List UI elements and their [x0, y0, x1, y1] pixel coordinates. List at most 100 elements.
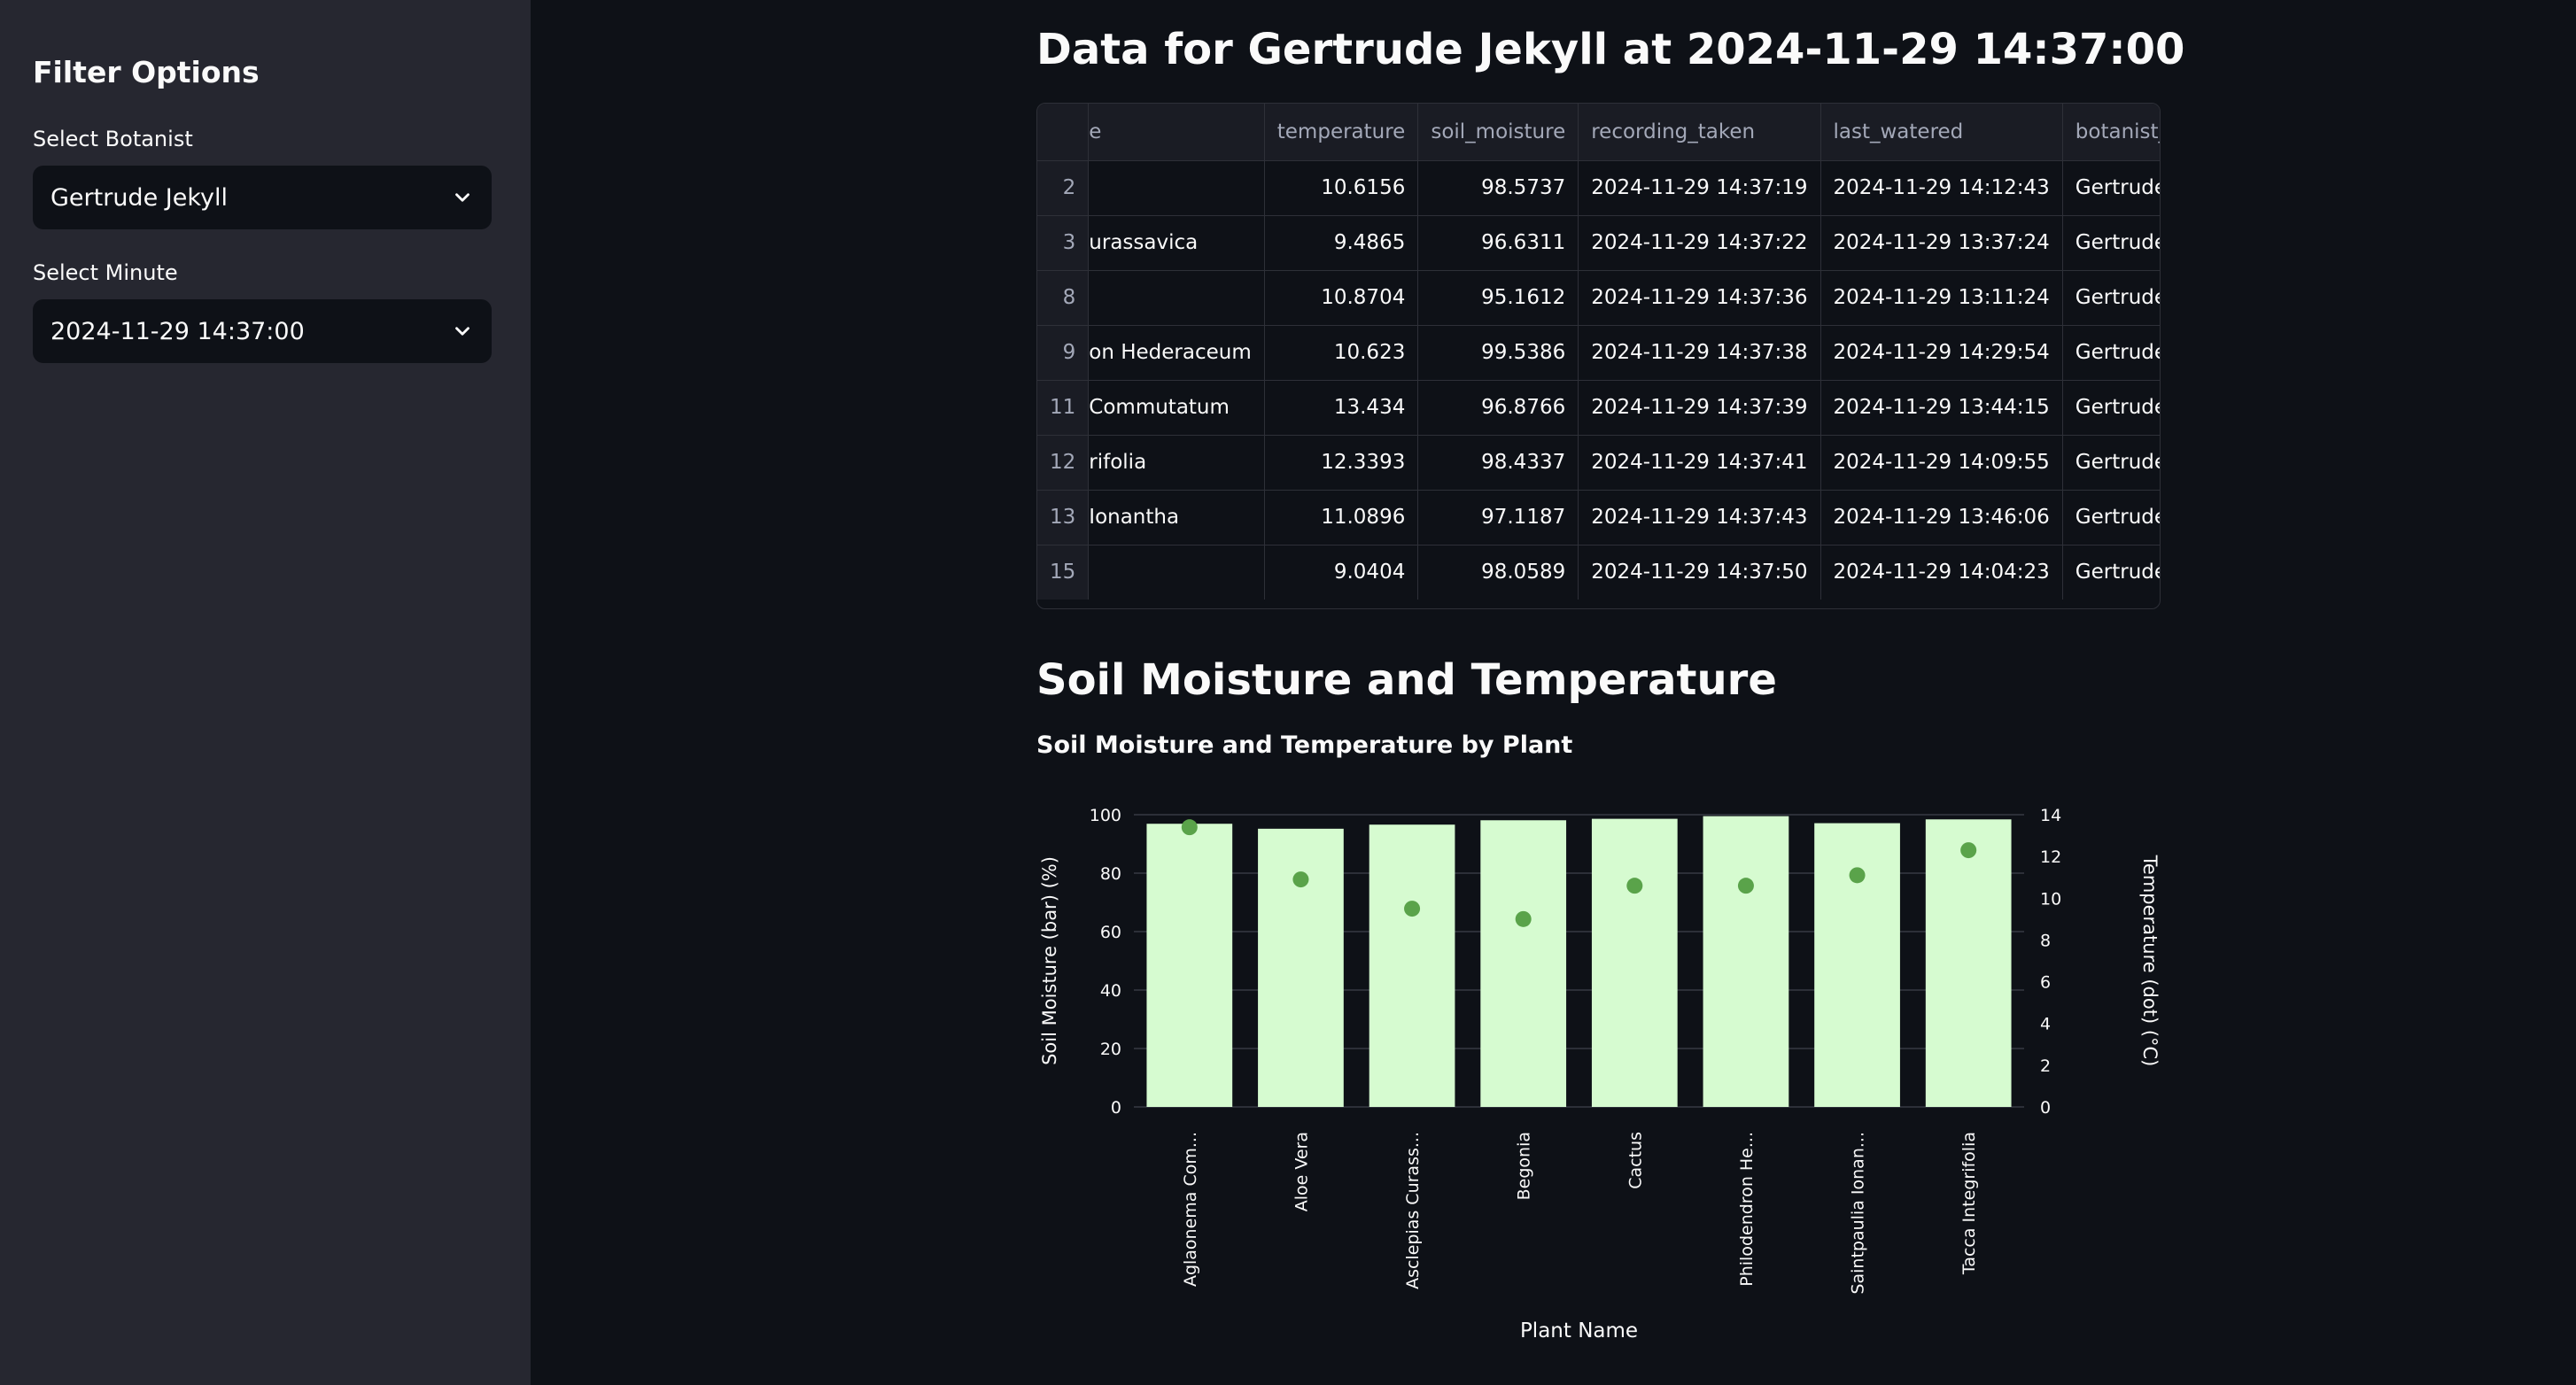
x-tick-label: Asclepias Curass...: [1403, 1132, 1423, 1289]
plant-name-cell: Ionantha: [1088, 490, 1265, 545]
table-row[interactable]: 11 Commutatum 13.434 96.8766 2024-11-29 14:3…: [1037, 380, 2160, 436]
botanist-name-cell: Gertrude Jekyll: [2062, 325, 2160, 381]
y-tick-label: 20: [1100, 1040, 1121, 1059]
row-index: 12: [1037, 435, 1090, 491]
botanist-select-label: Select Botanist: [33, 127, 193, 151]
chart-title: Soil Moisture and Temperature by Plant: [1036, 731, 1572, 759]
table-row[interactable]: 9 on Hederaceum 10.623 99.5386 2024-11-29 14…: [1037, 325, 2160, 381]
last-watered-cell: 2024-11-29 14:09:55: [1820, 435, 2063, 491]
chevron-down-icon: [455, 193, 469, 202]
last-watered-cell: 2024-11-29 13:44:15: [1820, 380, 2063, 436]
y2-tick-label: 14: [2040, 806, 2061, 825]
y2-tick-label: 10: [2040, 889, 2061, 909]
column-header[interactable]: temperature: [1264, 104, 1419, 161]
x-tick-label: Aglaonema Com...: [1181, 1132, 1200, 1287]
recording-taken-cell: 2024-11-29 14:37:39: [1578, 380, 1821, 436]
y2-tick-label: 2: [2040, 1056, 2051, 1076]
soil-moisture-bar: [1591, 818, 1678, 1107]
soil-moisture-bar: [1480, 820, 1567, 1107]
y-axis-label: Soil Moisture (bar) (%): [1039, 856, 1060, 1065]
page-title: Data for Gertrude Jekyll at 2024-11-29 1…: [1036, 25, 2185, 74]
soil-moisture-bar: [1814, 823, 1900, 1107]
soil-moisture-cell: 98.0589: [1417, 545, 1579, 600]
plant-name-cell: on Hederaceum: [1088, 325, 1265, 381]
row-index: 3: [1037, 215, 1090, 271]
last-watered-cell: 2024-11-29 14:12:43: [1820, 160, 2063, 216]
y-tick-label: 60: [1100, 923, 1121, 942]
sidebar: Filter Options Select Botanist Gertrude …: [0, 0, 531, 1385]
x-tick-label: Cactus: [1626, 1132, 1645, 1189]
y2-tick-label: 4: [2040, 1015, 2051, 1034]
plant-name-cell: urassavica: [1088, 215, 1265, 271]
y-tick-label: 0: [1111, 1098, 1121, 1118]
table-row[interactable]: 15 9.0404 98.0589 2024-11-29 14:37:50 2024-1…: [1037, 545, 2160, 600]
recording-taken-cell: 2024-11-29 14:37:19: [1578, 160, 1821, 216]
table-row[interactable]: 12 rifolia 12.3393 98.4337 2024-11-29 14:37:…: [1037, 435, 2160, 491]
y-tick-label: 100: [1090, 806, 1121, 825]
y2-tick-label: 6: [2040, 973, 2051, 993]
temperature-dot: [1404, 901, 1421, 917]
soil-moisture-bar: [1925, 819, 2012, 1107]
last-watered-cell: 2024-11-29 13:11:24: [1820, 270, 2063, 326]
botanist-name-cell: Gertrude Jekyll: [2062, 490, 2160, 545]
column-header[interactable]: recording_taken: [1578, 104, 1821, 161]
soil-moisture-bar: [1146, 824, 1233, 1107]
column-header[interactable]: soil_moisture: [1417, 104, 1579, 161]
botanist-name-cell: Gertrude Jekyll: [2062, 160, 2160, 216]
row-index: 11: [1037, 380, 1090, 436]
row-index: 8: [1037, 270, 1090, 326]
minute-select[interactable]: 2024-11-29 14:37:00: [33, 299, 492, 363]
index-header: [1037, 104, 1090, 161]
last-watered-cell: 2024-11-29 13:46:06: [1820, 490, 2063, 545]
botanist-name-cell: Gertrude Jekyll: [2062, 435, 2160, 491]
data-table[interactable]: e temperature soil_moisture recording_ta…: [1036, 103, 2161, 609]
botanist-name-cell: Gertrude Jekyll: [2062, 215, 2160, 271]
sidebar-title: Filter Options: [33, 55, 260, 89]
temperature-cell: 9.4865: [1264, 215, 1419, 271]
column-header[interactable]: e: [1088, 104, 1265, 161]
soil-moisture-bar: [1369, 824, 1455, 1107]
soil-moisture-cell: 98.4337: [1417, 435, 1579, 491]
soil-moisture-bar: [1258, 828, 1344, 1107]
plant-name-cell: rifolia: [1088, 435, 1265, 491]
botanist-name-cell: Gertrude Jekyll: [2062, 545, 2160, 600]
soil-moisture-cell: 97.1187: [1417, 490, 1579, 545]
temperature-cell: 9.0404: [1264, 545, 1419, 600]
column-header[interactable]: botanist_name: [2062, 104, 2160, 161]
table-row[interactable]: 8 10.8704 95.1612 2024-11-29 14:37:36 2024-1…: [1037, 270, 2160, 326]
temperature-cell: 11.0896: [1264, 490, 1419, 545]
row-index: 15: [1037, 545, 1090, 600]
y-tick-label: 80: [1100, 864, 1121, 884]
plant-name-cell: Commutatum: [1088, 380, 1265, 436]
x-axis-label: Plant Name: [1520, 1319, 1638, 1342]
botanist-select[interactable]: Gertrude Jekyll: [33, 166, 492, 229]
recording-taken-cell: 2024-11-29 14:37:38: [1578, 325, 1821, 381]
recording-taken-cell: 2024-11-29 14:37:22: [1578, 215, 1821, 271]
temperature-cell: 12.3393: [1264, 435, 1419, 491]
minute-select-label: Select Minute: [33, 260, 178, 285]
table-row[interactable]: 3 urassavica 9.4865 96.6311 2024-11-29 14:37…: [1037, 215, 2160, 271]
table-row[interactable]: 2 10.6156 98.5737 2024-11-29 14:37:19 2024-1…: [1037, 160, 2160, 216]
recording-taken-cell: 2024-11-29 14:37:41: [1578, 435, 1821, 491]
temperature-dot: [1626, 878, 1643, 894]
column-header[interactable]: last_watered: [1820, 104, 2063, 161]
temperature-dot: [1292, 871, 1309, 888]
recording-taken-cell: 2024-11-29 14:37:43: [1578, 490, 1821, 545]
soil-moisture-cell: 95.1612: [1417, 270, 1579, 326]
soil-moisture-cell: 99.5386: [1417, 325, 1579, 381]
temperature-cell: 10.8704: [1264, 270, 1419, 326]
botanist-name-cell: Gertrude Jekyll: [2062, 380, 2160, 436]
x-tick-label: Philodendron He...: [1737, 1132, 1757, 1287]
temperature-cell: 10.623: [1264, 325, 1419, 381]
soil-moisture-cell: 96.6311: [1417, 215, 1579, 271]
temperature-dot: [1737, 878, 1754, 894]
section-heading: Soil Moisture and Temperature: [1036, 655, 1777, 705]
minute-select-value: 2024-11-29 14:37:00: [50, 317, 305, 345]
last-watered-cell: 2024-11-29 14:04:23: [1820, 545, 2063, 600]
table-row[interactable]: 13 Ionantha 11.0896 97.1187 2024-11-29 14:37…: [1037, 490, 2160, 545]
row-index: 9: [1037, 325, 1090, 381]
soil-moisture-bar: [1703, 816, 1789, 1107]
y2-tick-label: 8: [2040, 931, 2051, 950]
last-watered-cell: 2024-11-29 13:37:24: [1820, 215, 2063, 271]
soil-moisture-cell: 98.5737: [1417, 160, 1579, 216]
